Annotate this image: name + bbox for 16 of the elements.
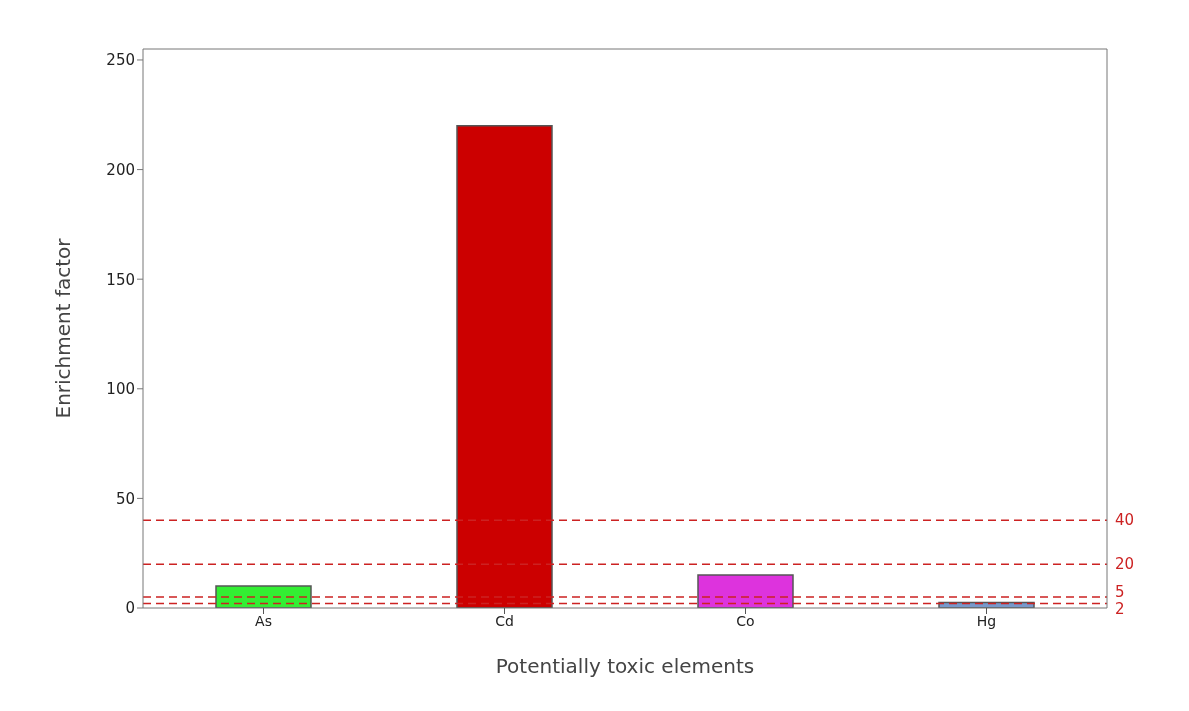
x-tick-label: Cd [495, 612, 514, 629]
x-axis-title: Potentially toxic elements [495, 654, 755, 678]
x-tick-label: Hg [976, 612, 997, 629]
y-tick-label: 50 [115, 489, 135, 508]
y-tick-label: 150 [106, 270, 135, 289]
ref-line-label: 40 [1115, 511, 1135, 530]
y-tick-label: 250 [106, 51, 135, 70]
y-axis-title: Enrichment factor [51, 237, 76, 419]
y-tick-label: 0 [125, 599, 135, 618]
y-tick-label: 100 [106, 380, 135, 399]
ref-line-label: 2 [1115, 599, 1125, 618]
x-tick-label: As [255, 612, 272, 629]
ref-line-label: 5 [1115, 583, 1125, 602]
y-tick-label: 200 [106, 160, 135, 179]
x-tick-label: Co [736, 612, 755, 629]
ref-line-label: 20 [1115, 555, 1135, 574]
